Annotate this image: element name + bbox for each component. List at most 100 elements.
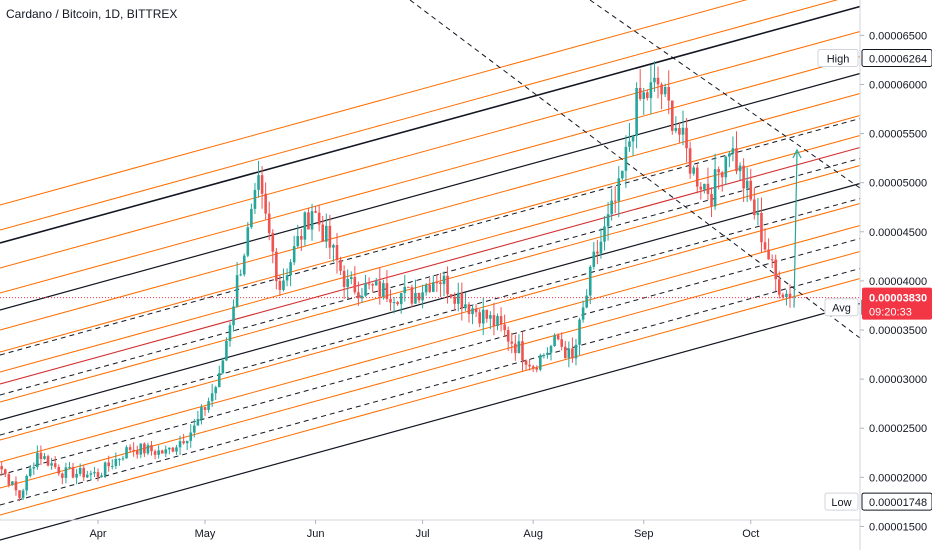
candle-body: [492, 315, 496, 327]
price-axis: 0.00006500 0.00006000 0.00005500 0.00005000…: [817, 0, 932, 550]
candle-body: [660, 84, 663, 95]
candle-body: [160, 450, 164, 454]
y-tick-label: 0.00004500: [869, 227, 927, 239]
candle-body: [442, 275, 446, 285]
candle-body: [688, 148, 692, 174]
x-tick-label: Aug: [523, 528, 543, 540]
candle-body: [100, 475, 103, 477]
candle-body: [43, 456, 46, 460]
candle-body: [260, 175, 264, 194]
y-tick-label: 0.00003000: [869, 374, 927, 386]
orange-fib-line: [0, 93, 861, 331]
candle-body: [745, 180, 749, 189]
projection-arrow-head: [792, 148, 802, 159]
candle-body: [646, 92, 649, 99]
marker-value: 0.00006264: [869, 54, 927, 66]
y-tick-label: 0.00005000: [869, 178, 927, 190]
candle-body: [385, 283, 389, 299]
candle-body: [535, 368, 539, 370]
candle-body: [78, 467, 82, 474]
candle-body: [667, 87, 671, 101]
candle-body: [257, 175, 260, 190]
orange-fib-line: [0, 56, 861, 294]
candle-body: [321, 224, 325, 242]
candle-body: [617, 178, 621, 202]
candle-body: [631, 135, 635, 142]
marker-value-box: [861, 492, 932, 511]
channel-lines: [0, 0, 861, 541]
candle-body: [107, 462, 111, 467]
y-tick-label: 0.00003500: [869, 325, 927, 337]
candle-body: [114, 459, 118, 466]
candle-body: [96, 472, 100, 477]
channel-top-line: [0, 5, 861, 244]
candle-body: [653, 77, 656, 83]
candle-body: [606, 214, 610, 227]
candle-body: [585, 295, 588, 308]
candle-body: [695, 167, 699, 187]
candle-body: [642, 92, 646, 99]
candle-body: [85, 474, 89, 478]
candle-body: [103, 462, 107, 476]
marker-value: 0.00001748: [869, 497, 927, 509]
marker-label-box: [824, 298, 859, 317]
candle-body: [760, 213, 763, 243]
candle-body: [275, 251, 278, 281]
candle-body: [574, 344, 578, 359]
candle-body: [367, 283, 371, 285]
candle-body: [403, 286, 407, 293]
candle-body: [139, 443, 143, 455]
candle-body: [624, 146, 628, 171]
candle-body: [264, 193, 267, 214]
candle-body: [339, 260, 342, 271]
candle-body: [471, 308, 474, 315]
candle-body: [742, 165, 745, 189]
candle-body: [282, 280, 285, 290]
candle-body: [342, 270, 346, 287]
orange-fib-line: [0, 203, 861, 441]
orange-fib-line: [0, 278, 861, 516]
candle-body: [592, 251, 596, 267]
candle-body: [89, 473, 93, 475]
candle-body: [21, 490, 25, 498]
candle-body: [314, 211, 317, 213]
candle-body: [524, 360, 528, 365]
candle-body: [146, 445, 150, 454]
candle-body: [3, 469, 7, 475]
candle-body: [232, 306, 235, 326]
candle-body: [25, 476, 28, 491]
candle-body: [28, 468, 32, 477]
last-price-countdown: 09:20:33: [869, 307, 912, 319]
candle-body: [738, 165, 742, 172]
candle-body: [553, 335, 556, 347]
candle-body: [153, 451, 157, 455]
candle-body: [556, 335, 560, 340]
candle-body: [613, 200, 617, 202]
candle-body: [214, 387, 218, 394]
candle-body: [456, 292, 460, 304]
candle-body: [349, 277, 353, 279]
candle-body: [446, 275, 449, 295]
candle-body: [767, 249, 770, 260]
candle-body: [11, 481, 14, 485]
candle-body: [307, 212, 310, 230]
candle-body: [228, 325, 232, 342]
candle-body: [560, 339, 564, 347]
candle-body: [221, 360, 225, 374]
candle-body: [563, 346, 567, 358]
overlay: [0, 148, 860, 308]
candle-body: [292, 246, 296, 263]
candle-body: [271, 233, 275, 252]
candle-body: [71, 467, 75, 478]
candle-body: [449, 294, 453, 297]
y-tick-label: 0.00005500: [869, 129, 927, 141]
candle-body: [649, 82, 653, 99]
candle-body: [150, 445, 153, 452]
y-tick-label: 0.00001500: [869, 521, 927, 533]
candle-body: [567, 348, 571, 358]
dashed-channel-line: [0, 268, 861, 506]
candle-body: [324, 225, 328, 242]
candle-body: [506, 330, 510, 342]
candle-body: [460, 292, 464, 309]
